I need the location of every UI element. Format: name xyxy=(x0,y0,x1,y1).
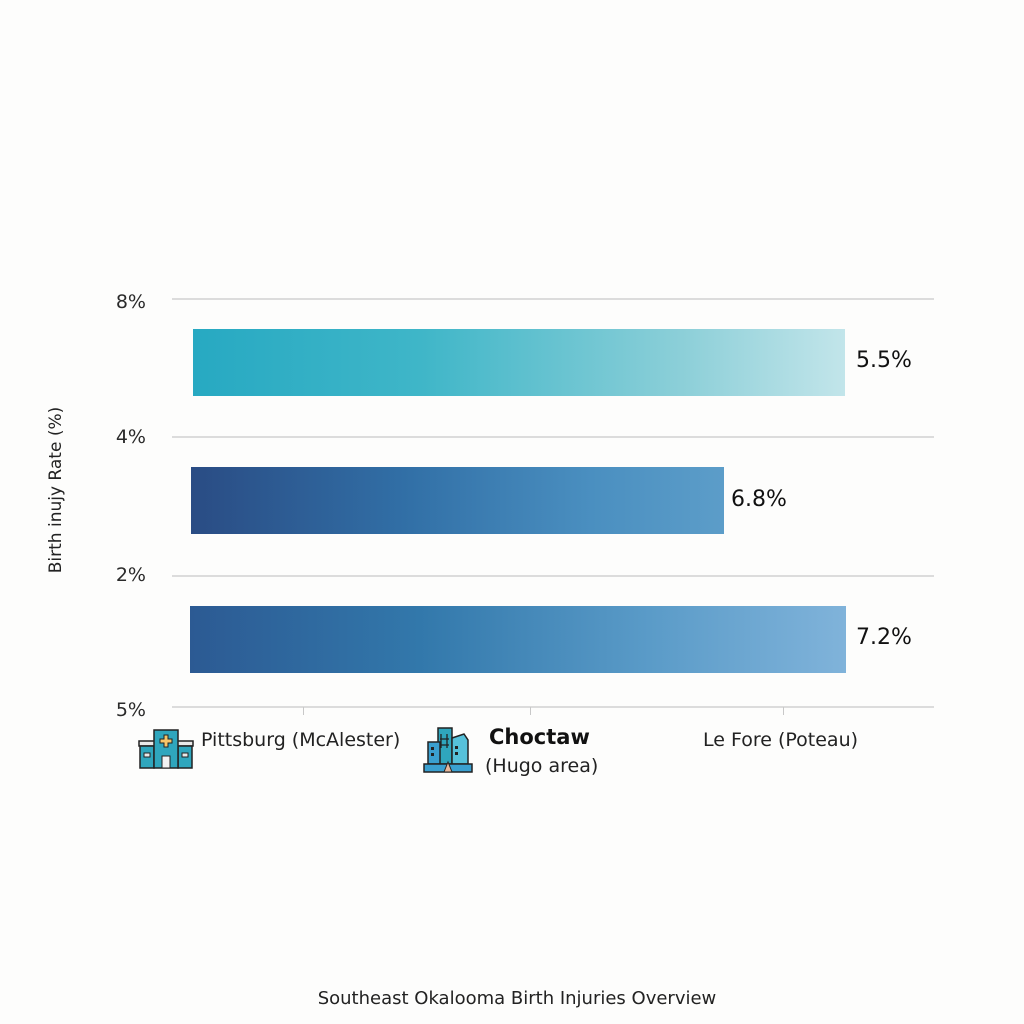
hospital-icon xyxy=(138,729,194,769)
x-tick xyxy=(783,707,784,715)
x-category-label: Choctaw xyxy=(489,725,590,749)
city-buildings-icon xyxy=(423,727,473,773)
bar-pittsburg xyxy=(193,329,845,396)
x-category-label: Pittsburg (McAlester) xyxy=(201,729,401,751)
y-tick-label: 4% xyxy=(115,426,146,448)
y-axis-label: Birth inujy Rate (%) xyxy=(46,406,66,574)
gridline xyxy=(172,575,934,577)
x-category-sublabel: (Hugo area) xyxy=(485,755,599,777)
chart-title: Southeast Okalooma Birth Injuries Overvi… xyxy=(317,988,717,1009)
bar-value-label: 5.5% xyxy=(856,348,912,373)
gridline xyxy=(172,436,934,438)
bar-choctaw xyxy=(191,467,724,534)
y-tick-label: 8% xyxy=(115,291,146,313)
y-tick-label: 2% xyxy=(115,564,146,586)
bar-value-label: 6.8% xyxy=(731,487,787,512)
bar-value-label: 7.2% xyxy=(856,625,912,650)
x-tick xyxy=(303,707,304,715)
x-category-label: Le Fore (Poteau) xyxy=(703,729,859,751)
bar-le-fore xyxy=(190,606,846,673)
y-tick-label: 5% xyxy=(115,699,146,721)
x-tick xyxy=(530,707,531,715)
gridline xyxy=(172,298,934,300)
x-axis-line xyxy=(172,706,934,708)
